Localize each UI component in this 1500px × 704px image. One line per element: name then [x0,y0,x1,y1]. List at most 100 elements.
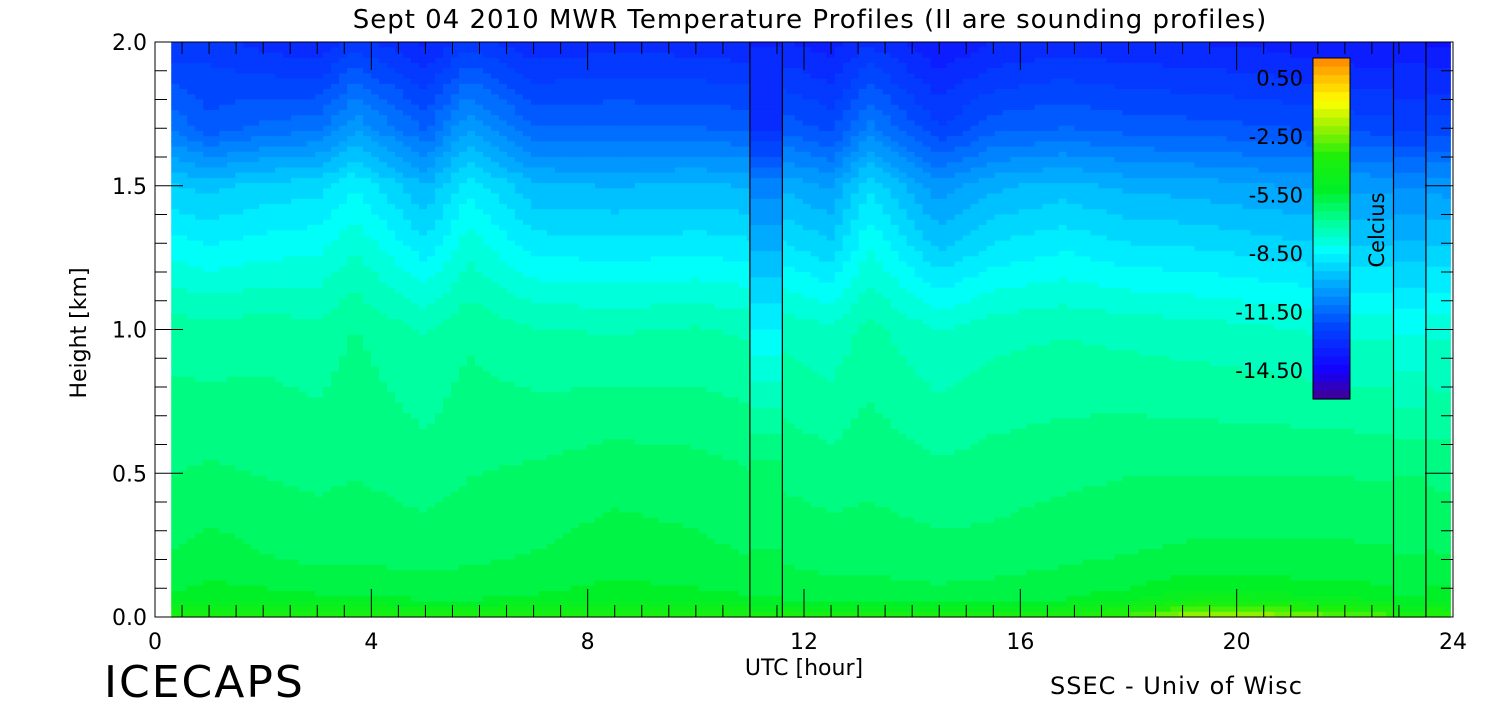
heatmap-cell [514,235,524,242]
heatmap-cell [275,439,284,446]
heatmap-cell [227,198,236,205]
heatmap-cell [403,454,412,461]
heatmap-cell [339,240,348,247]
heatmap-cell [283,470,292,477]
heatmap-cell [411,533,420,540]
heatmap-cell [211,266,220,273]
heatmap-cell [235,183,244,189]
heatmap-cell [307,345,316,352]
heatmap-cell [219,162,228,169]
heatmap-cell [498,387,508,393]
heatmap-cell [387,162,396,169]
heatmap-cell [275,512,284,519]
heatmap-cell [387,428,396,435]
heatmap-cell [355,397,364,404]
heatmap-cell [179,601,188,608]
heatmap-cell [451,486,460,493]
heatmap-cell [435,533,444,540]
heatmap-cell [530,99,540,106]
heatmap-cell [459,549,468,555]
heatmap-cell [411,575,420,582]
heatmap-cell [219,266,228,273]
heatmap-cell [522,475,532,482]
heatmap-cell [171,475,180,482]
heatmap-cell [379,554,388,561]
heatmap-cell [530,73,540,80]
heatmap-cell [275,198,284,205]
heatmap-cell [530,52,540,59]
heatmap-cell [179,590,188,597]
heatmap-cell [443,42,452,48]
heatmap-cell [315,282,324,289]
heatmap-cell [259,512,268,519]
heatmap-cell [251,428,260,435]
heatmap-cell [195,554,204,561]
heatmap-cell [467,345,476,352]
heatmap-cell [331,214,340,221]
heatmap-cell [211,585,220,592]
heatmap-cell [371,402,380,409]
heatmap-cell [227,104,236,111]
heatmap-cell [498,89,508,95]
heatmap-cell [331,256,340,263]
heatmap-cell [403,329,412,336]
heatmap-cell [379,491,388,498]
heatmap-cell [275,502,284,508]
heatmap-cell [179,52,188,59]
heatmap-cell [243,130,252,137]
heatmap-cell [203,329,212,336]
heatmap-cell [395,136,404,142]
heatmap-cell [267,99,276,106]
heatmap-cell [443,277,452,284]
heatmap-cell [307,89,316,95]
heatmap-cell [291,350,300,357]
heatmap-cell [419,287,428,294]
heatmap-cell [259,141,268,148]
heatmap-cell [419,528,428,534]
heatmap-cell [443,120,452,127]
heatmap-cell [347,413,356,419]
heatmap-cell [243,454,252,461]
heatmap-cell [267,434,276,440]
heatmap-cell [347,496,356,503]
heatmap-cell [411,198,420,205]
heatmap-cell [211,167,220,174]
heatmap-cell [443,94,452,101]
heatmap-cell [379,575,388,582]
heatmap-cell [339,439,348,446]
heatmap-cell [283,538,292,545]
heatmap-cell [427,502,436,508]
heatmap-cell [498,214,508,221]
heatmap-cell [371,130,380,137]
heatmap-cell [283,109,292,116]
heatmap-cell [435,606,444,613]
heatmap-cell [259,381,268,388]
heatmap-cell [275,423,284,430]
heatmap-cell [355,172,364,179]
heatmap-cell [387,230,396,237]
heatmap-cell [187,549,196,555]
heatmap-cell [347,141,356,148]
heatmap-cell [403,230,412,237]
heatmap-cell [403,538,412,545]
heatmap-cell [267,256,276,263]
heatmap-cell [219,350,228,357]
heatmap-cell [467,366,476,372]
heatmap-cell [435,596,444,602]
heatmap-cell [299,230,308,237]
heatmap-cell [331,157,340,163]
heatmap-cell [339,413,348,419]
heatmap-cell [291,62,300,69]
heatmap-cell [179,575,188,582]
heatmap-cell [363,47,372,54]
heatmap-cell [315,47,324,54]
heatmap-cell [219,345,228,352]
heatmap-cell [514,334,524,341]
heatmap-cell [475,465,484,472]
heatmap-cell [443,188,452,195]
heatmap-cell [483,272,492,278]
heatmap-cell [379,167,388,174]
heatmap-cell [171,266,180,273]
heatmap-cell [219,209,228,216]
heatmap-cell [195,204,204,210]
